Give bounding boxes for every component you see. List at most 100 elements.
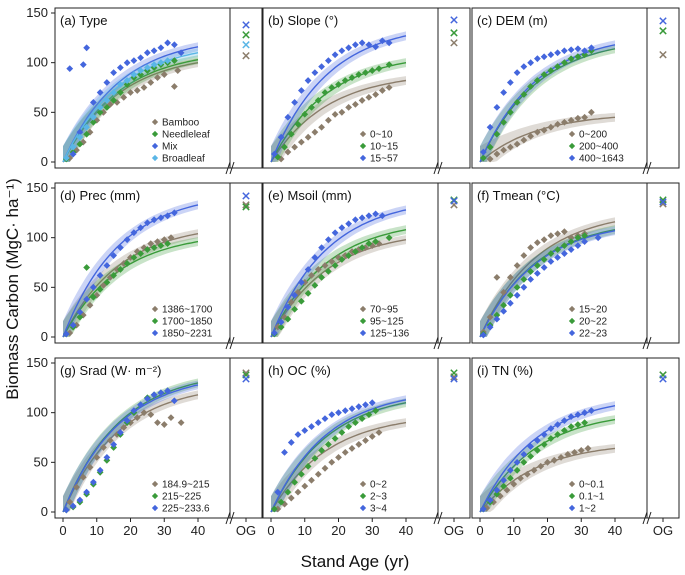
x-tick-label: 30: [365, 523, 379, 538]
legend-label: 95~125: [370, 317, 404, 328]
data-point: [123, 81, 131, 88]
data-point: [311, 69, 319, 76]
data-point: [362, 437, 369, 444]
data-point: [170, 41, 178, 49]
data-point: [103, 262, 111, 269]
legend-marker: [151, 317, 159, 325]
og-marker: [450, 29, 458, 37]
y-tick-label: 100: [26, 230, 48, 245]
data-point: [554, 230, 562, 238]
data-point: [513, 458, 521, 466]
data-point: [116, 244, 124, 251]
og-marker: [450, 197, 458, 205]
confidence-band: [480, 226, 615, 337]
confidence-band: [63, 55, 198, 162]
axis-break-mark: [433, 336, 439, 350]
legend-label: 0~2: [370, 480, 387, 491]
data-point: [144, 395, 151, 403]
legend-label: 1~2: [579, 504, 596, 515]
chart-panel: 0 10 20 30 40 OG (h) OC (%) 0~22~33~4: [262, 357, 471, 538]
data-point: [154, 238, 161, 246]
data-point: [66, 65, 74, 72]
data-point: [527, 59, 535, 67]
og-frame: [437, 182, 471, 344]
data-point: [304, 462, 312, 470]
data-point: [130, 71, 138, 78]
data-point: [270, 505, 278, 513]
data-point: [368, 399, 376, 407]
y-tick-label: 150: [26, 5, 48, 20]
data-point: [527, 83, 535, 90]
data-point: [311, 128, 319, 136]
data-point: [331, 51, 339, 59]
data-point: [318, 63, 325, 71]
data-point: [348, 445, 356, 452]
data-point: [137, 401, 144, 409]
data-point: [554, 254, 561, 261]
data-point: [164, 212, 172, 220]
data-point: [287, 130, 295, 138]
data-point: [170, 83, 178, 90]
data-point: [520, 136, 528, 144]
data-point: [375, 65, 383, 73]
data-point: [365, 41, 373, 49]
confidence-band: [480, 112, 615, 162]
data-point: [304, 266, 312, 273]
data-point: [96, 103, 104, 111]
data-point: [328, 84, 336, 91]
og-marker: [659, 375, 667, 383]
x-tick-label: 40: [399, 523, 413, 538]
data-point: [331, 229, 339, 237]
og-marker: [450, 16, 458, 24]
legend-label: 0~200: [579, 130, 608, 141]
data-point: [154, 419, 161, 426]
fit-curve: [270, 79, 407, 163]
data-point: [547, 51, 555, 59]
og-frame: [229, 7, 263, 169]
data-point: [164, 39, 172, 47]
axis-break-mark: [225, 161, 231, 175]
data-point: [325, 57, 332, 65]
og-frame: [229, 357, 263, 519]
data-point: [137, 67, 145, 75]
data-point: [533, 446, 541, 454]
legend-marker: [359, 317, 367, 325]
confidence-band: [480, 217, 615, 337]
legend-label: 125~136: [370, 329, 410, 340]
data-point: [513, 283, 521, 291]
data-point: [540, 441, 548, 448]
x-tick-label: 0: [267, 523, 274, 538]
axis-break-mark: [642, 336, 648, 350]
data-point: [533, 128, 541, 136]
data-point: [479, 505, 487, 513]
axis-break-mark: [433, 511, 439, 525]
y-tick-label: 50: [34, 279, 48, 294]
data-point: [89, 478, 97, 486]
data-point: [297, 138, 305, 146]
axis-break-mark: [225, 336, 231, 350]
data-point: [62, 330, 70, 338]
data-point: [160, 236, 168, 244]
data-point: [143, 64, 151, 72]
og-marker: [659, 50, 667, 59]
data-point: [314, 96, 322, 104]
chart-panel: 0 50 100 150 (a) Type BambooNeedleleafMixBroa…: [26, 5, 263, 175]
confidence-band: [63, 58, 198, 162]
data-point: [130, 254, 138, 261]
chart-panel: 0 50 100 150 (d) Prec (mm) 1386~17001700~1850…: [26, 180, 263, 350]
confidence-band: [480, 225, 615, 337]
data-point: [116, 429, 124, 436]
data-point: [510, 480, 518, 488]
legend-marker: [359, 142, 367, 150]
data-point: [69, 143, 77, 151]
legend-label: 70~95: [370, 305, 399, 316]
data-point: [513, 69, 521, 77]
y-tick-label: 0: [41, 329, 48, 344]
legend-marker: [151, 329, 159, 337]
data-point: [133, 414, 141, 421]
data-point: [157, 242, 165, 249]
legend-marker: [151, 130, 159, 138]
data-point: [284, 315, 292, 323]
fit-curve: [62, 52, 199, 163]
